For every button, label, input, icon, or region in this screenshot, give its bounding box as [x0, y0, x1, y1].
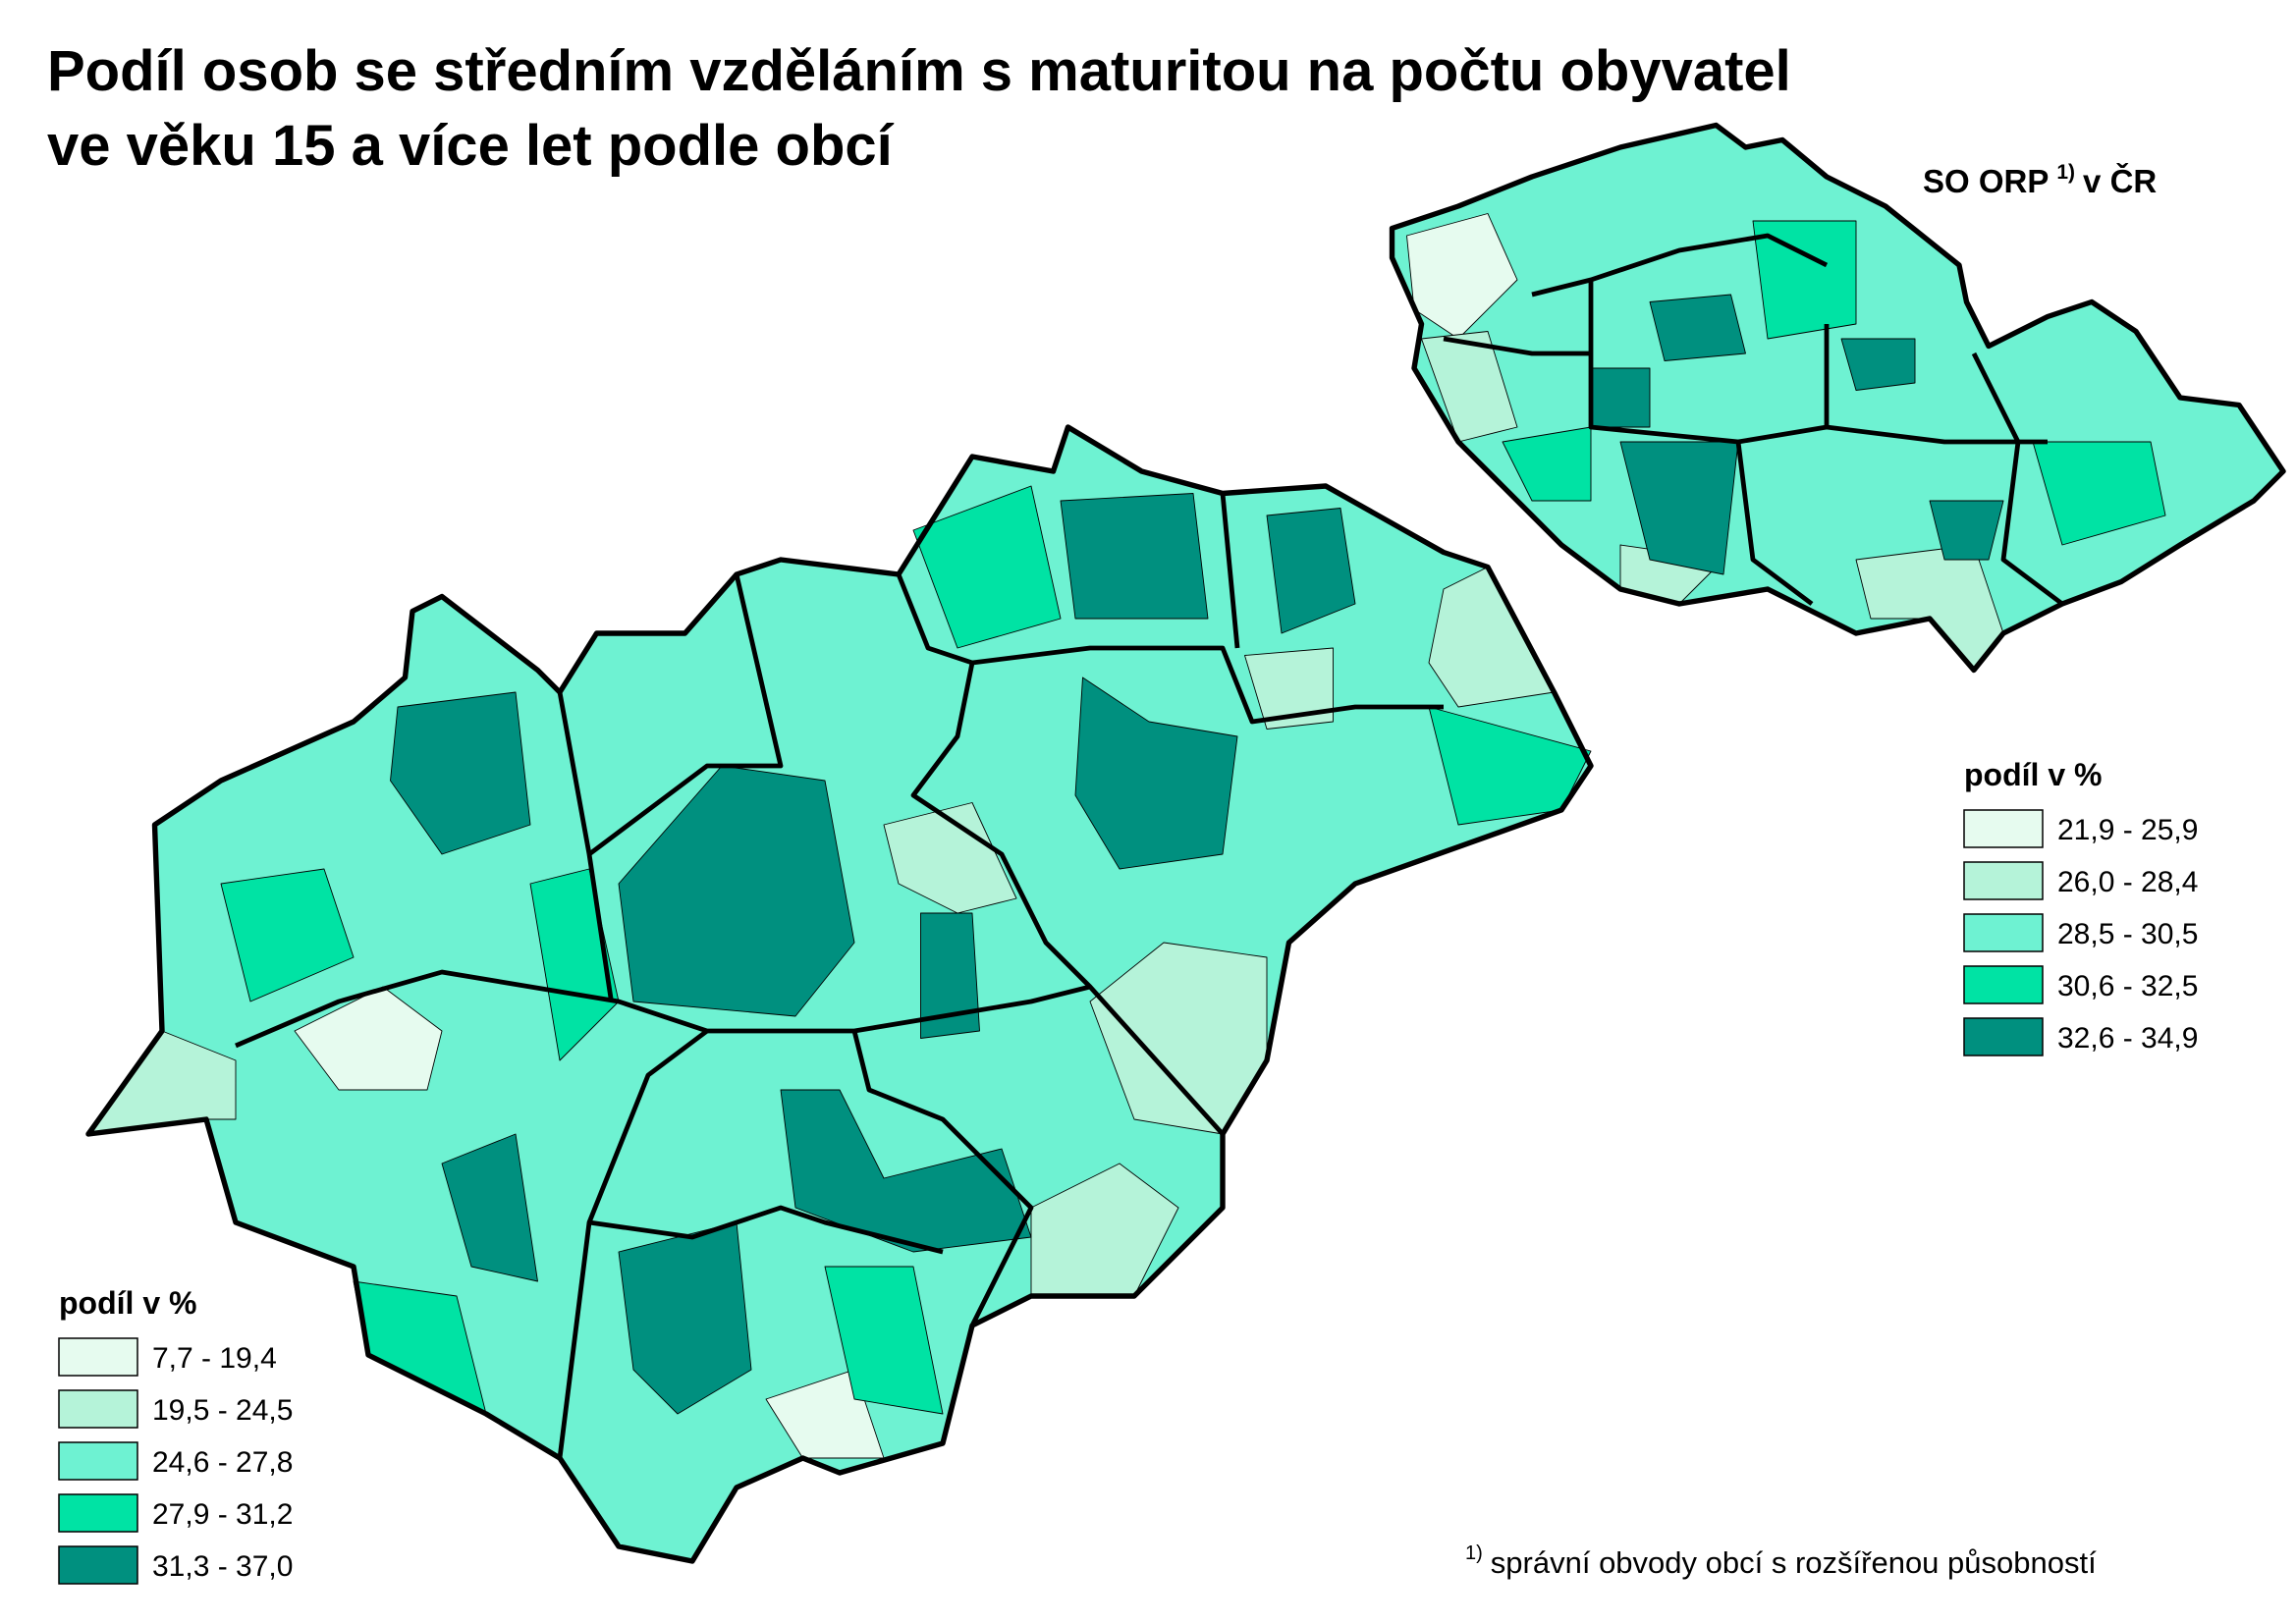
legend: podíl v % 21,9 - 25,9 26,0 - 28,4 28,5 - 30… — [1963, 757, 2198, 1056]
legend-label: 31,3 - 37,0 — [152, 1550, 293, 1583]
inset-label-text: SO ORP — [1923, 163, 2049, 199]
title-line: ve věku 15 a více let podle obcí — [47, 114, 895, 178]
inset-footnote-mark: 1) — [2056, 161, 2075, 184]
legend-label: 26,0 - 28,4 — [2057, 866, 2198, 898]
title-line: Podíl osob se středním vzděláním s matur… — [47, 39, 1791, 103]
municipality-area — [1060, 493, 1209, 620]
inset-label: SO ORP 1) v ČR — [1923, 161, 2157, 199]
district-border — [851, 1030, 1034, 1327]
footnote-text: správní obvody obcí s rozšířenou působno… — [1491, 1545, 2097, 1580]
orp-area — [1929, 500, 2004, 561]
municipality-area — [1244, 647, 1334, 730]
inset-label-end: v ČR — [2083, 162, 2157, 199]
legend-label: 28,5 - 30,5 — [2057, 918, 2198, 950]
legend-title: podíl v % — [1964, 757, 2102, 792]
legend-title: podíl v % — [59, 1285, 196, 1321]
orp-area — [1406, 213, 1518, 340]
orp-area — [1392, 125, 2284, 671]
legend-swatch — [58, 1441, 138, 1481]
legend-swatch — [1963, 913, 2044, 952]
legend-swatch — [1963, 809, 2044, 848]
inset-map — [1389, 122, 2286, 674]
district-border — [235, 969, 1225, 1136]
legend-swatch — [58, 1545, 138, 1585]
orp-area — [1840, 338, 1916, 391]
inset-border — [1971, 352, 2064, 606]
legend-label: 19,5 - 24,5 — [152, 1394, 293, 1427]
legend-label: 7,7 - 19,4 — [152, 1342, 277, 1375]
municipality-area — [1266, 508, 1356, 634]
district-border — [896, 573, 1444, 725]
municipality-area — [920, 912, 980, 1039]
legend-label: 21,9 - 25,9 — [2057, 814, 2198, 846]
district-border — [586, 1029, 709, 1223]
orp-area — [1619, 441, 1739, 575]
footnote: 1) správní obvody obcí s rozšířenou působ… — [1465, 1543, 2097, 1580]
legend-label: 30,6 - 32,5 — [2057, 970, 2198, 1002]
legend-swatch — [58, 1389, 138, 1429]
legend-swatch — [58, 1493, 138, 1533]
orp-area — [1649, 294, 1746, 361]
district-border — [557, 1205, 944, 1459]
municipality-area — [1074, 677, 1238, 870]
inset-border — [1588, 280, 2048, 445]
municipality-area — [1030, 1163, 1179, 1297]
region-outline — [85, 424, 1594, 1564]
district-border — [587, 573, 784, 856]
region-map — [85, 424, 1594, 1564]
inset-border — [1531, 233, 1829, 298]
legend-swatch — [1963, 965, 2044, 1004]
inset-border — [1735, 441, 1814, 606]
municipality-area — [883, 802, 1017, 914]
legend-label: 27,9 - 31,2 — [152, 1498, 293, 1531]
district-border — [910, 662, 1092, 989]
inset-outline — [1389, 122, 2286, 674]
footnote-mark: 1) — [1465, 1543, 1483, 1564]
orp-area — [1502, 426, 1592, 502]
municipality-area — [912, 485, 1062, 649]
municipality-area — [618, 765, 855, 1017]
legend-swatch — [58, 1337, 138, 1377]
orp-area — [1590, 367, 1651, 428]
inset-border — [1443, 336, 1591, 356]
municipality-area — [1428, 567, 1555, 708]
municipality-area — [441, 1133, 538, 1282]
legend-swatch — [1963, 1017, 2044, 1056]
municipality-area — [220, 868, 355, 1002]
municipality-area — [390, 691, 531, 855]
legend: podíl v % 7,7 - 19,4 19,5 - 24,5 24,6 - 27,… — [58, 1285, 293, 1585]
legend-label: 24,6 - 27,8 — [152, 1446, 293, 1479]
municipality-area — [824, 1266, 944, 1415]
legend-swatch — [1963, 861, 2044, 900]
orp-area — [2032, 441, 2166, 546]
orp-area — [1752, 220, 1857, 340]
legend-label: 32,6 - 34,9 — [2057, 1022, 2198, 1055]
orp-area — [1421, 331, 1518, 443]
district-border — [1220, 493, 1240, 649]
